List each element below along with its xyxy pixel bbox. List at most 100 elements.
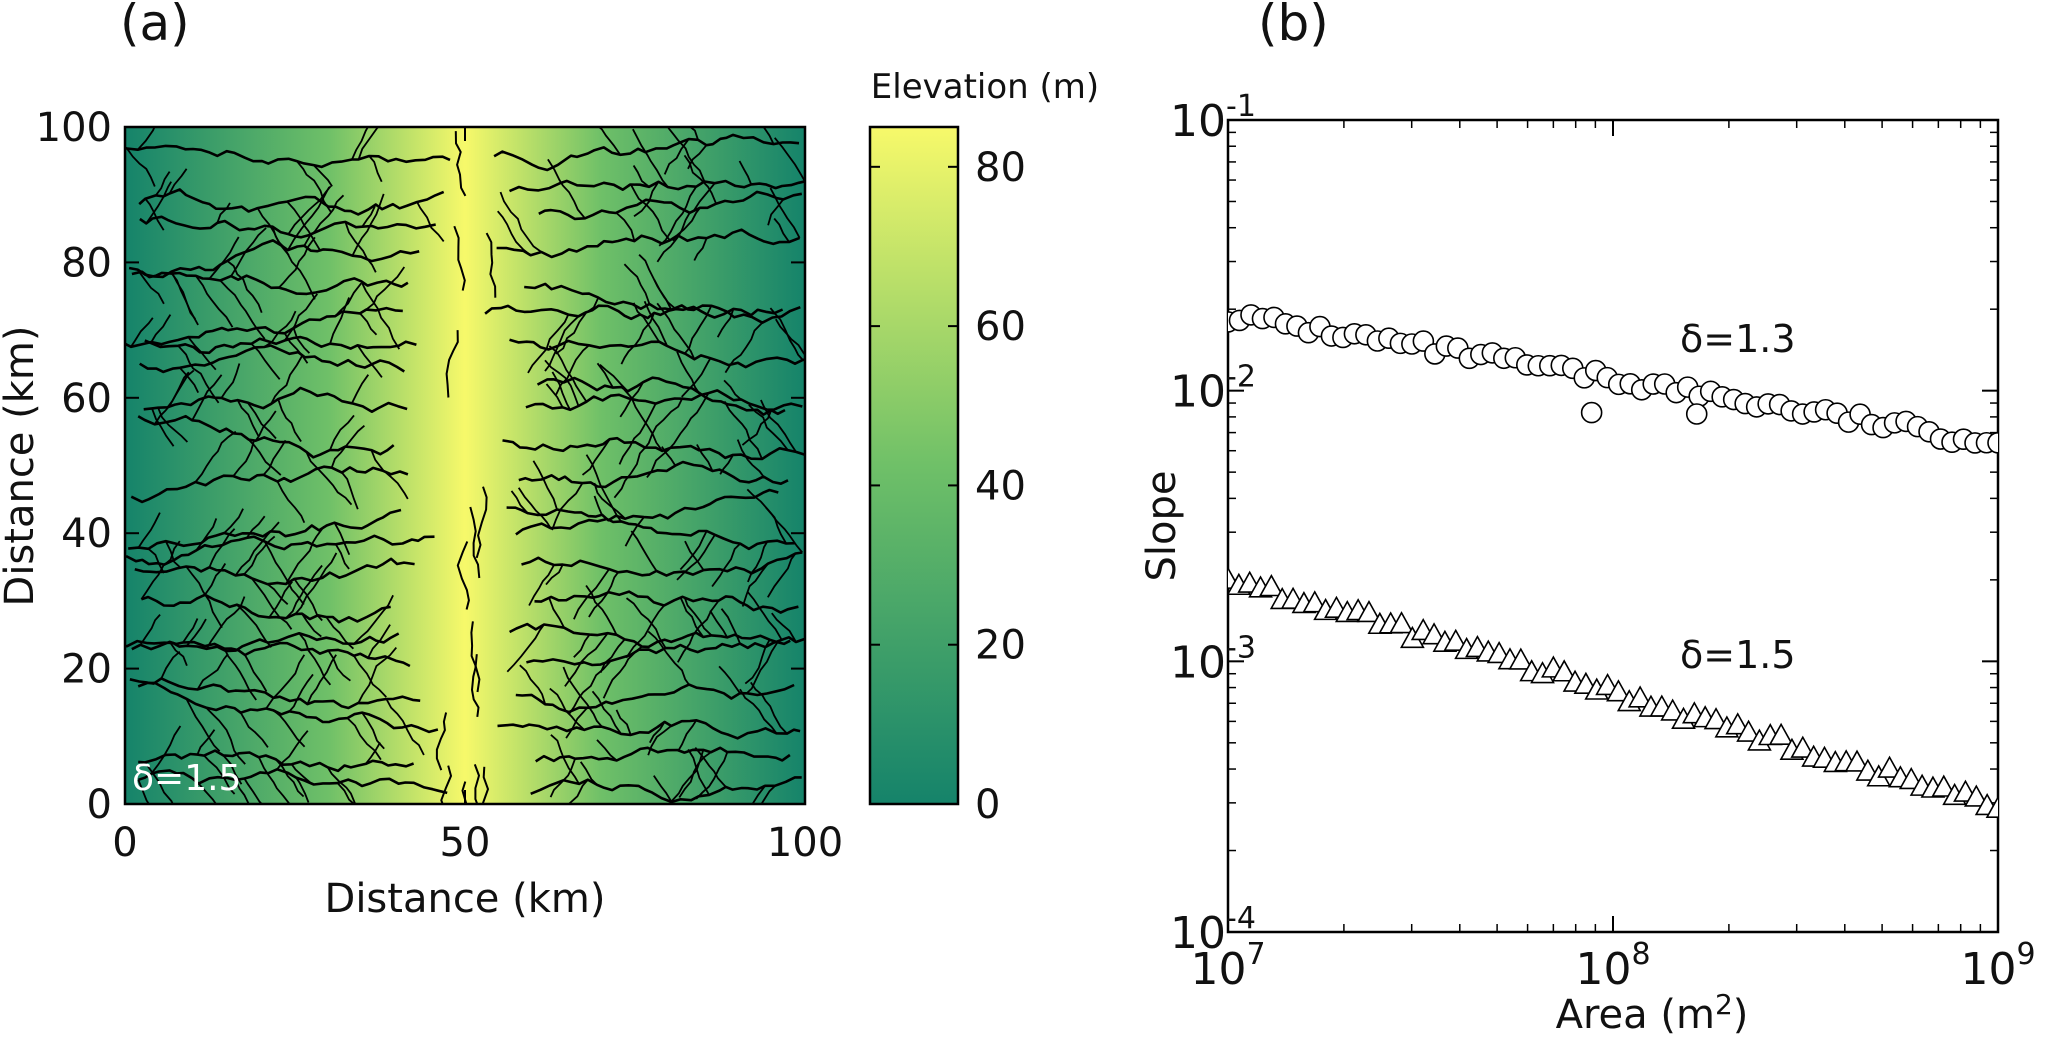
plot-x-axis-label-text: Area (m bbox=[1556, 992, 1715, 1038]
channel-branch bbox=[653, 775, 673, 803]
channel-branch bbox=[548, 345, 588, 403]
channel-branch bbox=[709, 610, 728, 638]
channel-branch bbox=[619, 381, 644, 418]
channel-trunk bbox=[485, 232, 497, 298]
channel-branch bbox=[296, 160, 332, 213]
channel-branch bbox=[151, 408, 175, 447]
data-point-triangle bbox=[1228, 566, 1241, 589]
channel-branch bbox=[270, 354, 304, 405]
channel-branch bbox=[239, 712, 269, 748]
channel-branch bbox=[243, 778, 264, 804]
channel-branch bbox=[613, 446, 646, 499]
channel-branch bbox=[683, 154, 717, 205]
channel bbox=[525, 389, 803, 412]
channel-branch bbox=[596, 362, 614, 389]
channel bbox=[134, 557, 415, 586]
channel-branch bbox=[351, 193, 385, 257]
panel-b-label: (b) bbox=[1258, 0, 1329, 52]
channel-branch bbox=[545, 383, 564, 408]
map-y-tick-label: 60 bbox=[61, 376, 112, 422]
channel-branch bbox=[140, 540, 181, 600]
channel-branch bbox=[361, 206, 376, 228]
channel-branch bbox=[676, 351, 702, 396]
channel-branch bbox=[194, 430, 237, 483]
channel-branch bbox=[720, 608, 741, 644]
channel bbox=[484, 304, 784, 321]
channel-branch bbox=[649, 721, 666, 744]
channel-branch bbox=[203, 754, 236, 795]
channel-branch bbox=[771, 612, 797, 643]
channel-branch bbox=[365, 266, 406, 311]
channel-branch bbox=[333, 522, 351, 556]
data-point-outlier bbox=[1685, 403, 1708, 425]
colorbar-tick-label: 40 bbox=[975, 463, 1026, 509]
channel-branch bbox=[130, 317, 154, 348]
channel-branch bbox=[364, 742, 381, 765]
channel-trunk bbox=[473, 764, 481, 804]
map-x-axis-label: Distance (km) bbox=[325, 876, 606, 922]
channel-branch bbox=[643, 398, 683, 450]
data-point-triangle bbox=[1508, 647, 1534, 670]
channel bbox=[536, 376, 786, 416]
channel-branch bbox=[265, 654, 306, 710]
channel-branch bbox=[681, 357, 712, 398]
channel-branch bbox=[292, 327, 311, 354]
channel-branch bbox=[499, 191, 542, 253]
channel-branch bbox=[545, 564, 564, 586]
channel-branch bbox=[327, 766, 357, 804]
channel-branch bbox=[370, 449, 409, 500]
colorbar-tick-label: 20 bbox=[975, 623, 1026, 669]
plot-x-tick-label: 108 bbox=[1575, 937, 1650, 995]
channel-branch bbox=[677, 719, 697, 751]
channel-branch bbox=[585, 584, 618, 636]
channel-branch bbox=[661, 446, 677, 467]
channel-branch bbox=[562, 666, 603, 728]
channel-branch bbox=[344, 221, 377, 273]
channel-branch bbox=[687, 748, 710, 796]
channel-branch bbox=[137, 512, 161, 549]
channel-branch bbox=[272, 709, 306, 748]
channel-branch bbox=[329, 414, 355, 451]
channel-trunk bbox=[440, 765, 453, 804]
data-point-triangle bbox=[1606, 679, 1631, 702]
channel-branch bbox=[567, 779, 589, 804]
data-point-triangle bbox=[1877, 755, 1902, 778]
channel-branch bbox=[596, 739, 618, 762]
channel-branch bbox=[226, 260, 263, 314]
data-point-triangle bbox=[1985, 795, 1998, 819]
channel-branch bbox=[695, 751, 729, 800]
plot-x-axis-label: Area (m2) bbox=[1556, 988, 1749, 1038]
channel-branch bbox=[294, 552, 338, 615]
channel bbox=[130, 465, 409, 504]
channel-branch bbox=[313, 164, 333, 187]
channel-branch bbox=[741, 563, 769, 607]
channel-branch bbox=[599, 364, 629, 392]
channel-branch bbox=[519, 664, 547, 705]
data-point-triangle bbox=[1790, 735, 1816, 758]
channel-branch bbox=[195, 518, 218, 552]
channel-branch bbox=[335, 543, 350, 570]
channel-branch bbox=[291, 763, 312, 784]
channel-branch bbox=[303, 194, 345, 247]
plot-y-tick-label: 10-2 bbox=[1170, 360, 1256, 418]
channel-trunk bbox=[456, 541, 470, 610]
channel-branch bbox=[251, 577, 293, 630]
channel-branch bbox=[736, 439, 765, 478]
channel-branch bbox=[295, 777, 310, 803]
channel bbox=[534, 590, 799, 614]
channel-branch bbox=[548, 598, 565, 629]
channel-branch bbox=[236, 399, 260, 437]
channel-branch bbox=[723, 400, 763, 460]
channel-branch bbox=[264, 541, 305, 606]
channel bbox=[502, 436, 805, 461]
channel-branch bbox=[593, 495, 610, 521]
channel-branch bbox=[168, 168, 188, 194]
channel-branch bbox=[262, 439, 287, 476]
channel bbox=[524, 282, 801, 324]
colorbar-tick-label: 0 bbox=[975, 782, 1000, 828]
channel-branch bbox=[367, 624, 391, 659]
channel-branch bbox=[658, 186, 697, 247]
data-point-triangle bbox=[1259, 574, 1284, 597]
channel-branch bbox=[738, 160, 753, 185]
